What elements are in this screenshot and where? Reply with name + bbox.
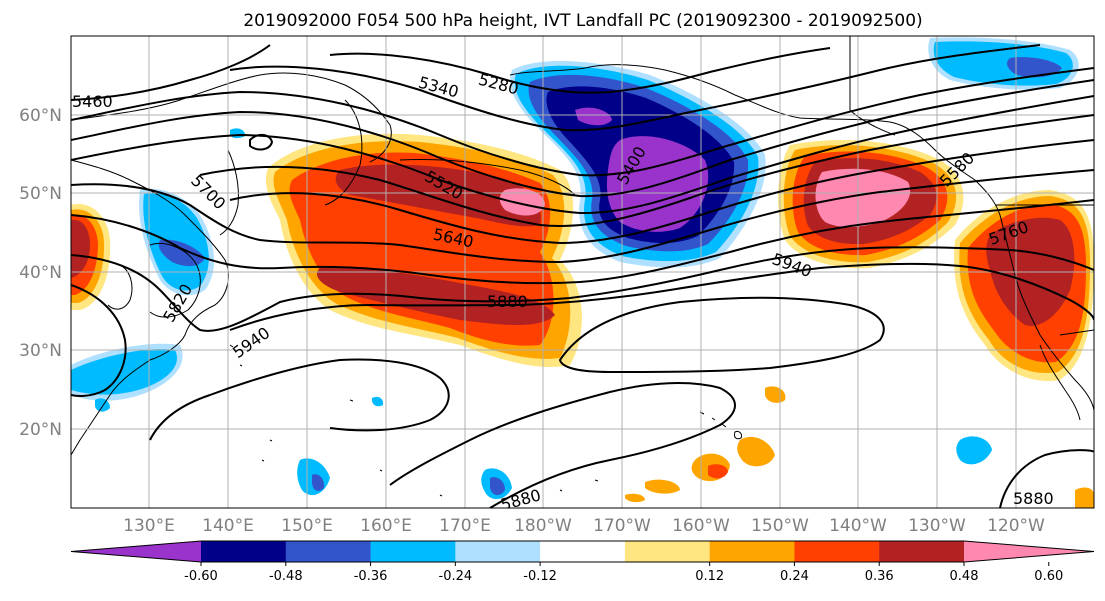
positive-region-west-pacific-dark xyxy=(335,164,541,227)
colorbar-segment xyxy=(794,541,880,562)
contour-label-5880-main: 5880 xyxy=(487,292,528,311)
lon-label-130w: 130°W xyxy=(908,516,966,536)
colorbar-extension-high xyxy=(964,541,1094,562)
colorbar-tick-label: -0.60 xyxy=(184,569,218,584)
lon-label-160w: 160°W xyxy=(672,516,730,536)
negative-region-canada-blue xyxy=(1007,57,1062,78)
contour-5640 xyxy=(229,139,1094,245)
lon-label-140w: 140°W xyxy=(829,516,887,536)
map-area: 5460 5340 5280 5520 5700 5640 5400 5580 … xyxy=(71,36,1094,508)
contour-5820 xyxy=(71,246,1094,332)
colorbar-tick-label: -0.24 xyxy=(439,569,473,584)
colorbar-tick-label: 0.48 xyxy=(950,569,979,584)
contour-5940-west xyxy=(149,358,450,441)
negative-blob-4 xyxy=(95,398,110,412)
map-title: 2019092000 F054 500 hPa height, IVT Land… xyxy=(243,11,922,31)
colorbar-tick-label: 0.12 xyxy=(695,569,724,584)
lon-label-170e: 170°E xyxy=(439,516,491,536)
colorbar-segment xyxy=(370,541,456,562)
coastline-asia-north xyxy=(71,72,392,163)
contour-5460b xyxy=(71,79,1094,198)
negative-blob-6 xyxy=(372,396,384,407)
lat-label-50n: 50°N xyxy=(19,184,62,204)
contour-label-5460: 5460 xyxy=(72,92,113,111)
negative-region-southwest-cyan xyxy=(71,349,177,395)
negative-blob-2-inner xyxy=(490,477,505,496)
colorbar-tick-label: 0.36 xyxy=(865,569,894,584)
lat-label-60n: 60°N xyxy=(19,106,62,126)
lon-label-120w: 120°W xyxy=(987,516,1045,536)
colorbar-tick-label: -0.48 xyxy=(269,569,303,584)
colorbar-segment xyxy=(455,541,541,562)
contour-5880-main xyxy=(229,262,1094,331)
contour-label-5880-southeast: 5880 xyxy=(1013,489,1054,508)
coastline-japan xyxy=(149,243,201,318)
map-border xyxy=(70,35,1095,509)
lon-label-160e: 160°E xyxy=(360,516,412,536)
contour-5880-north xyxy=(71,284,127,397)
ivt-positive-shading xyxy=(71,133,1094,508)
contour-5280 xyxy=(329,47,831,94)
positive-region-east-pacific-pink xyxy=(815,168,911,228)
coastline-north-america xyxy=(999,214,1094,411)
coastline-alaska xyxy=(509,64,1001,216)
positive-region-west-pacific-dark2 xyxy=(316,267,555,325)
coastline-baja xyxy=(1039,344,1081,421)
contour-5700 xyxy=(71,169,1094,264)
colorbar-segment xyxy=(201,541,287,562)
gridlines xyxy=(71,36,1094,508)
contour-closed-small xyxy=(249,134,274,151)
colorbar-segment xyxy=(879,541,965,562)
lon-label-180w: 180°W xyxy=(514,516,572,536)
positive-blob-6 xyxy=(1075,487,1094,508)
colorbar-tick-label: 0.24 xyxy=(780,569,809,584)
contour-5880-south xyxy=(389,382,736,508)
colorbar-extension-low xyxy=(71,541,201,562)
positive-region-west-edge-dark xyxy=(71,219,90,278)
lat-label-20n: 20°N xyxy=(19,420,62,440)
lon-label-150w: 150°W xyxy=(751,516,809,536)
colorbar-segment xyxy=(709,541,795,562)
colorbar: -0.60 -0.48 -0.36 -0.24 -0.12 0.12 0.24 0.36 0.4… xyxy=(70,540,1095,584)
colorbar-segment xyxy=(540,541,626,562)
lon-label-170w: 170°W xyxy=(593,516,651,536)
positive-blob-1-inner xyxy=(708,464,728,479)
colorbar-segment xyxy=(285,541,372,562)
latitude-labels: 60°N 50°N 40°N 30°N 20°N xyxy=(19,106,62,440)
colorbar-tick-label: 0.60 xyxy=(1034,569,1063,584)
contour-5520 xyxy=(71,95,1094,215)
lat-label-30n: 30°N xyxy=(19,341,62,361)
lon-label-150e: 150°E xyxy=(281,516,333,536)
contour-5880-southeast xyxy=(999,449,1094,508)
positive-blob-2 xyxy=(737,436,775,467)
longitude-labels: 130°E 140°E 150°E 160°E 170°E 180°W 170°… xyxy=(123,516,1045,536)
positive-blob-5 xyxy=(625,493,645,503)
contour-5460 xyxy=(71,44,271,101)
negative-blob-3 xyxy=(956,436,992,465)
colorbar-tick-label: -0.12 xyxy=(523,569,557,584)
colorbar-segment xyxy=(624,541,711,562)
positive-region-west-pacific-pink xyxy=(499,188,545,216)
coastline-islands xyxy=(229,344,599,497)
height-contours xyxy=(71,44,1094,508)
contour-5340 xyxy=(229,44,1041,132)
coastline-aleutians xyxy=(399,158,576,196)
coastline-hawaii xyxy=(699,411,742,440)
lat-label-40n: 40°N xyxy=(19,263,62,283)
positive-blob-4 xyxy=(645,479,680,494)
contour-5940-loop xyxy=(558,296,885,374)
border-us-mexico xyxy=(1059,329,1094,336)
colorbar-tick-label: -0.36 xyxy=(354,569,388,584)
contour-5400 xyxy=(71,67,1094,177)
negative-blob-1-inner xyxy=(312,474,325,491)
lon-label-130e: 130°E xyxy=(123,516,175,536)
contour-5760 xyxy=(71,199,1094,285)
negative-region-central-purple2 xyxy=(575,107,612,126)
lon-label-140e: 140°E xyxy=(202,516,254,536)
contour-5580 xyxy=(199,114,1094,227)
coastline-sakhalin xyxy=(219,149,239,236)
